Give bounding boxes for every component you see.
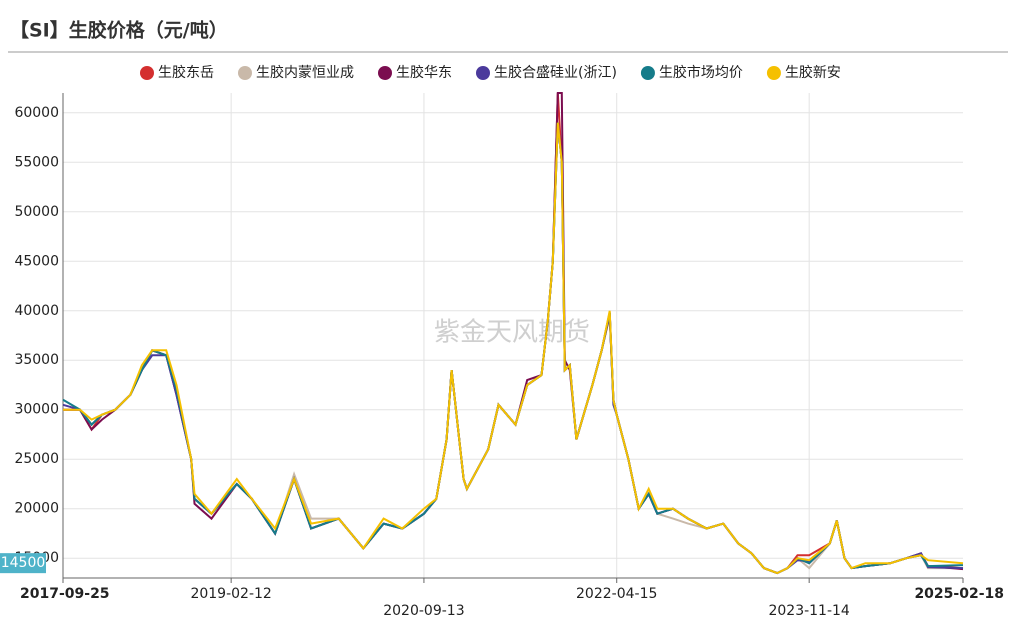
y-tick-label: 60000 (14, 105, 59, 121)
x-tick-label: 2023-11-14 (768, 603, 849, 619)
legend-label: 生胶新安 (785, 64, 841, 81)
legend-label: 生胶华东 (396, 64, 452, 81)
y-tick-label: 35000 (14, 352, 59, 368)
legend-label: 生胶合盛硅业(浙江) (494, 64, 617, 81)
x-tick-label: 2022-04-15 (576, 586, 657, 602)
legend-marker (640, 66, 655, 80)
watermark: 紫金天风期货 (434, 318, 590, 348)
legend-marker (378, 66, 392, 80)
legend-label: 生胶内蒙恒业成 (256, 64, 354, 81)
value-tag (0, 553, 46, 574)
series-line (63, 122, 964, 575)
legend-label: 生胶市场均价 (659, 64, 743, 81)
chart-title: 【SI】生胶价格（元/吨） (10, 19, 228, 42)
y-tick-label: 25000 (14, 451, 59, 467)
legend-marker (140, 66, 154, 80)
legend-marker (238, 66, 252, 80)
legend-marker (766, 66, 781, 80)
y-tick-label: 30000 (14, 402, 59, 418)
value-tag-label: 14500 (1, 555, 46, 571)
x-tick-label: 2025-02-18 (914, 586, 1004, 602)
y-tick-label: 55000 (14, 154, 59, 170)
legend-label: 生胶东岳 (158, 64, 214, 81)
y-tick-label: 40000 (14, 303, 59, 319)
x-tick-label: 2017-09-25 (20, 586, 110, 602)
legend-marker (476, 66, 490, 80)
y-tick-label: 45000 (14, 253, 59, 269)
y-tick-label: 50000 (14, 204, 59, 220)
x-tick-label: 2019-02-12 (190, 586, 271, 602)
grid (63, 93, 963, 578)
x-tick-label: 2020-09-13 (383, 603, 464, 619)
y-tick-label: 20000 (14, 501, 59, 517)
